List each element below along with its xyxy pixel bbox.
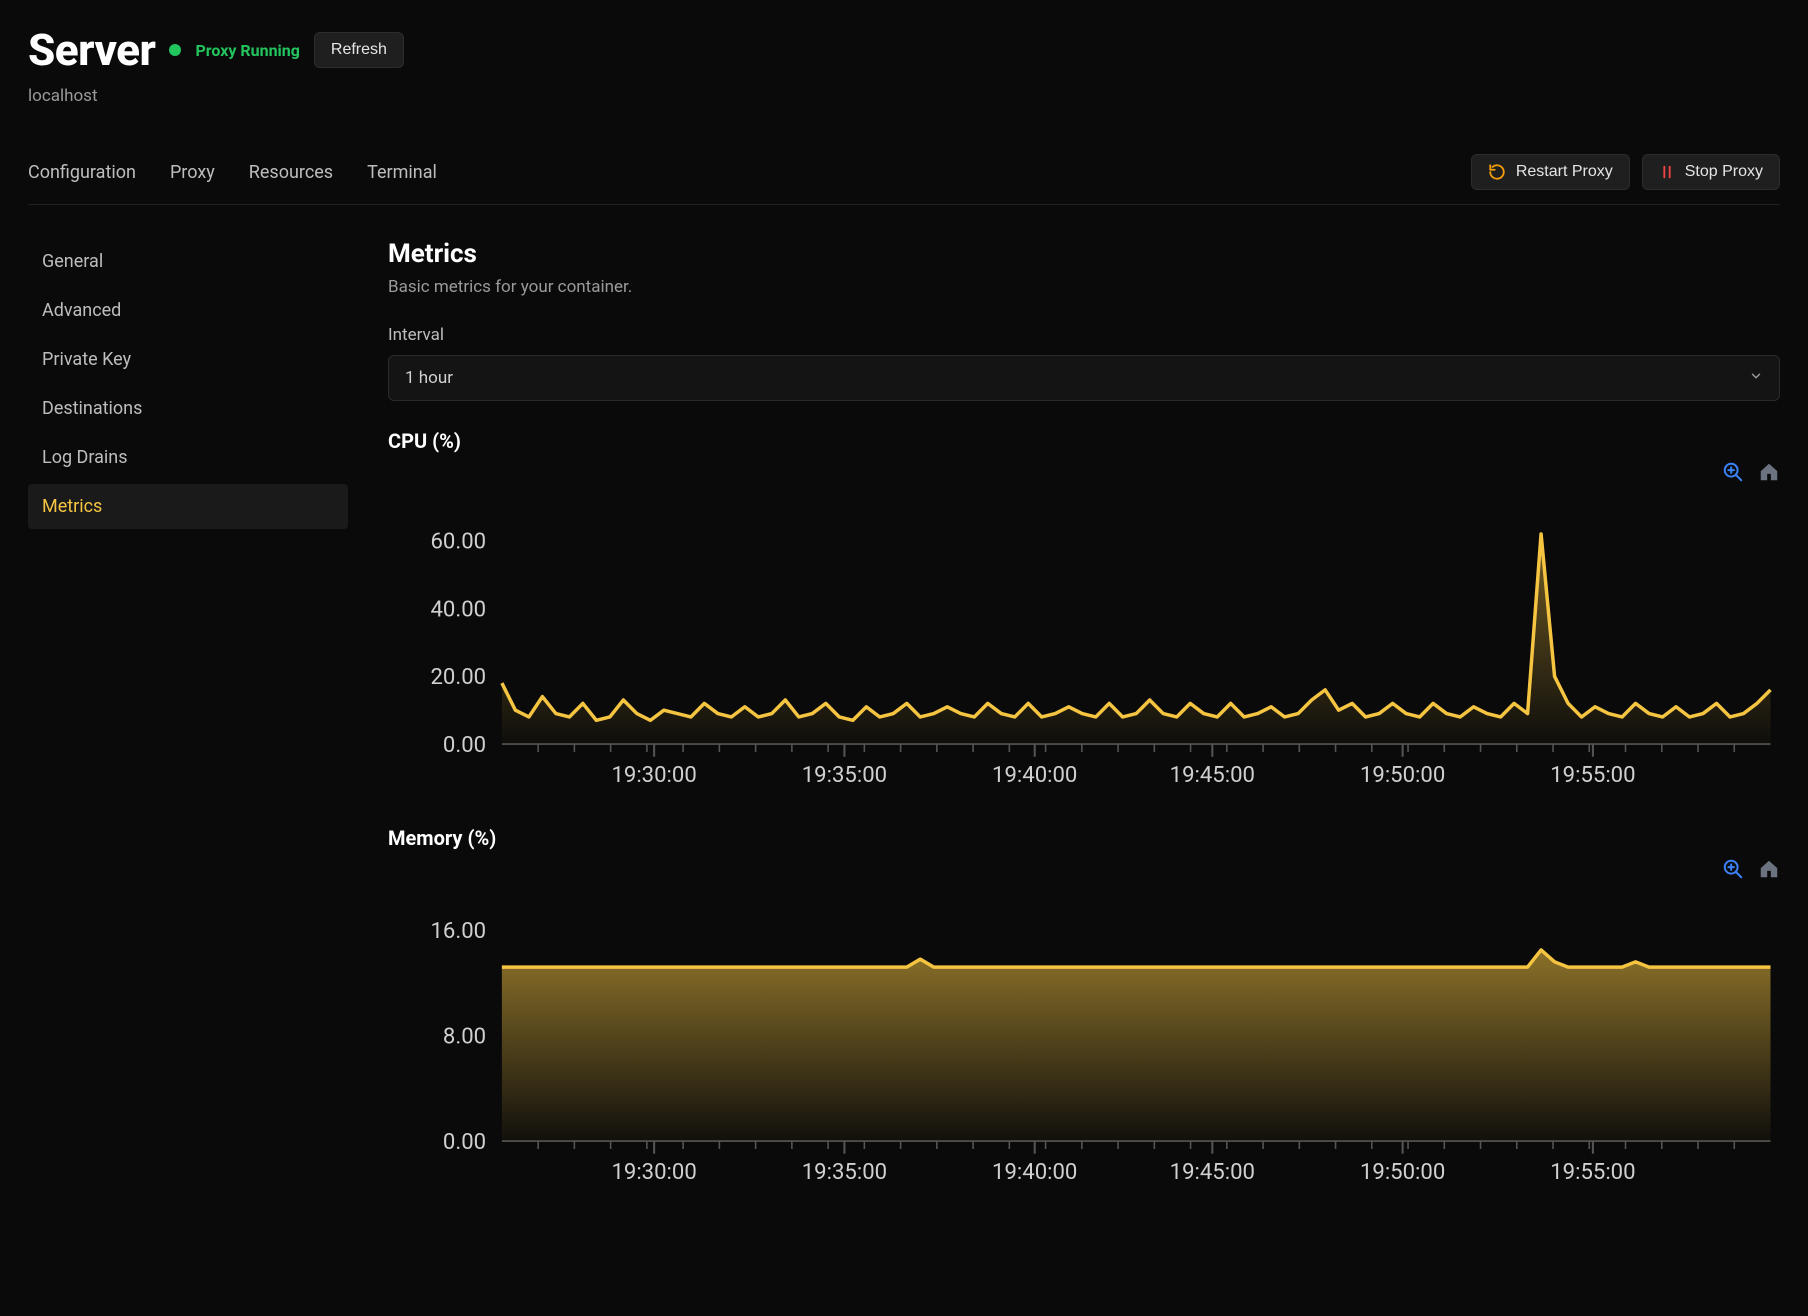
svg-text:20.00: 20.00: [430, 664, 486, 690]
refresh-button[interactable]: Refresh: [314, 32, 404, 68]
svg-text:40.00: 40.00: [430, 596, 486, 622]
sidebar: GeneralAdvancedPrivate KeyDestinationsLo…: [28, 239, 348, 1195]
svg-text:0.00: 0.00: [443, 732, 486, 758]
svg-text:19:45:00: 19:45:00: [1170, 1159, 1255, 1185]
section-title: Metrics: [388, 239, 1780, 269]
svg-text:60.00: 60.00: [430, 529, 486, 555]
sidebar-item-metrics[interactable]: Metrics: [28, 484, 348, 529]
tab-resources[interactable]: Resources: [249, 162, 333, 183]
zoom-in-icon[interactable]: [1722, 858, 1744, 884]
tab-configuration[interactable]: Configuration: [28, 162, 136, 183]
host-label: localhost: [28, 86, 1780, 106]
chevron-down-icon: [1749, 368, 1763, 388]
stop-proxy-label: Stop Proxy: [1685, 163, 1763, 181]
status-dot: [169, 44, 181, 56]
svg-text:19:40:00: 19:40:00: [992, 1159, 1077, 1185]
svg-text:19:30:00: 19:30:00: [611, 1159, 696, 1185]
sidebar-item-general[interactable]: General: [28, 239, 348, 284]
sidebar-item-log-drains[interactable]: Log Drains: [28, 435, 348, 480]
restart-icon: [1488, 163, 1506, 181]
svg-text:19:50:00: 19:50:00: [1360, 762, 1445, 788]
sidebar-item-advanced[interactable]: Advanced: [28, 288, 348, 333]
section-subtitle: Basic metrics for your container.: [388, 277, 1780, 297]
interval-value: 1 hour: [405, 368, 453, 388]
stop-icon: [1659, 164, 1675, 180]
restart-proxy-button[interactable]: Restart Proxy: [1471, 154, 1630, 190]
topnav-tabs: Configuration Proxy Resources Terminal: [28, 162, 437, 183]
restart-proxy-label: Restart Proxy: [1516, 163, 1613, 181]
svg-text:19:55:00: 19:55:00: [1550, 1159, 1635, 1185]
svg-text:0.00: 0.00: [443, 1129, 486, 1155]
stop-proxy-button[interactable]: Stop Proxy: [1642, 154, 1780, 190]
svg-text:19:35:00: 19:35:00: [802, 762, 887, 788]
home-icon[interactable]: [1758, 461, 1780, 487]
svg-text:19:35:00: 19:35:00: [802, 1159, 887, 1185]
home-icon[interactable]: [1758, 858, 1780, 884]
tab-proxy[interactable]: Proxy: [170, 162, 215, 183]
svg-text:19:30:00: 19:30:00: [611, 762, 696, 788]
svg-text:19:40:00: 19:40:00: [992, 762, 1077, 788]
cpu-chart: 0.00 20.00 40.00 60.00 19:30:00 19:35:00 19:40…: [388, 491, 1780, 798]
svg-text:19:50:00: 19:50:00: [1360, 1159, 1445, 1185]
svg-text:19:45:00: 19:45:00: [1170, 762, 1255, 788]
svg-text:8.00: 8.00: [443, 1023, 486, 1049]
interval-select[interactable]: 1 hour: [388, 355, 1780, 401]
interval-label: Interval: [388, 325, 1780, 345]
sidebar-item-destinations[interactable]: Destinations: [28, 386, 348, 431]
cpu-chart-title: CPU (%): [388, 429, 1780, 453]
tab-terminal[interactable]: Terminal: [367, 162, 437, 183]
memory-chart-title: Memory (%): [388, 826, 1780, 850]
memory-chart: 0.00 8.00 16.00 19:30:00 19:35:00 19:40:00 19:…: [388, 888, 1780, 1195]
zoom-in-icon[interactable]: [1722, 461, 1744, 487]
status-text: Proxy Running: [195, 41, 299, 60]
page-title: Server: [28, 24, 155, 76]
sidebar-item-private-key[interactable]: Private Key: [28, 337, 348, 382]
refresh-label: Refresh: [331, 41, 387, 59]
svg-text:16.00: 16.00: [430, 918, 486, 944]
svg-text:19:55:00: 19:55:00: [1550, 762, 1635, 788]
